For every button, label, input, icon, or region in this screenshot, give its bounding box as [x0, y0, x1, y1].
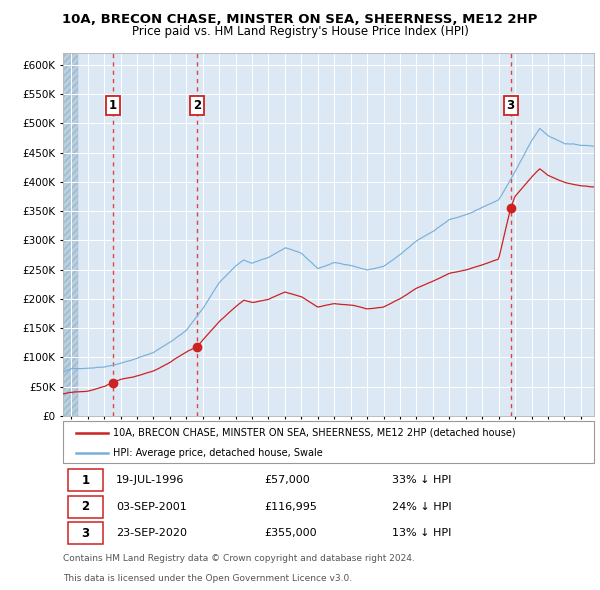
Text: £355,000: £355,000: [265, 528, 317, 538]
Text: 23-SEP-2020: 23-SEP-2020: [116, 528, 187, 538]
Text: This data is licensed under the Open Government Licence v3.0.: This data is licensed under the Open Gov…: [63, 573, 352, 583]
Text: HPI: Average price, detached house, Swale: HPI: Average price, detached house, Swal…: [113, 448, 323, 457]
Text: 13% ↓ HPI: 13% ↓ HPI: [392, 528, 452, 538]
Text: 2: 2: [193, 99, 202, 112]
Bar: [63, 53, 78, 416]
Text: Contains HM Land Registry data © Crown copyright and database right 2024.: Contains HM Land Registry data © Crown c…: [63, 555, 415, 563]
Text: 1: 1: [82, 474, 89, 487]
Text: 10A, BRECON CHASE, MINSTER ON SEA, SHEERNESS, ME12 2HP (detached house): 10A, BRECON CHASE, MINSTER ON SEA, SHEER…: [113, 428, 516, 438]
Text: 3: 3: [82, 527, 89, 540]
Text: 1: 1: [109, 99, 117, 112]
Text: Price paid vs. HM Land Registry's House Price Index (HPI): Price paid vs. HM Land Registry's House …: [131, 25, 469, 38]
FancyBboxPatch shape: [68, 496, 103, 517]
Text: £57,000: £57,000: [265, 476, 311, 486]
FancyBboxPatch shape: [68, 470, 103, 491]
Text: £116,995: £116,995: [265, 502, 317, 512]
FancyBboxPatch shape: [68, 522, 103, 544]
Text: 24% ↓ HPI: 24% ↓ HPI: [392, 502, 452, 512]
Text: 2: 2: [82, 500, 89, 513]
Text: 10A, BRECON CHASE, MINSTER ON SEA, SHEERNESS, ME12 2HP: 10A, BRECON CHASE, MINSTER ON SEA, SHEER…: [62, 13, 538, 26]
Text: 3: 3: [506, 99, 515, 112]
Text: 03-SEP-2001: 03-SEP-2001: [116, 502, 187, 512]
FancyBboxPatch shape: [63, 421, 594, 463]
Text: 33% ↓ HPI: 33% ↓ HPI: [392, 476, 452, 486]
Bar: [63, 53, 78, 416]
Text: 19-JUL-1996: 19-JUL-1996: [116, 476, 184, 486]
